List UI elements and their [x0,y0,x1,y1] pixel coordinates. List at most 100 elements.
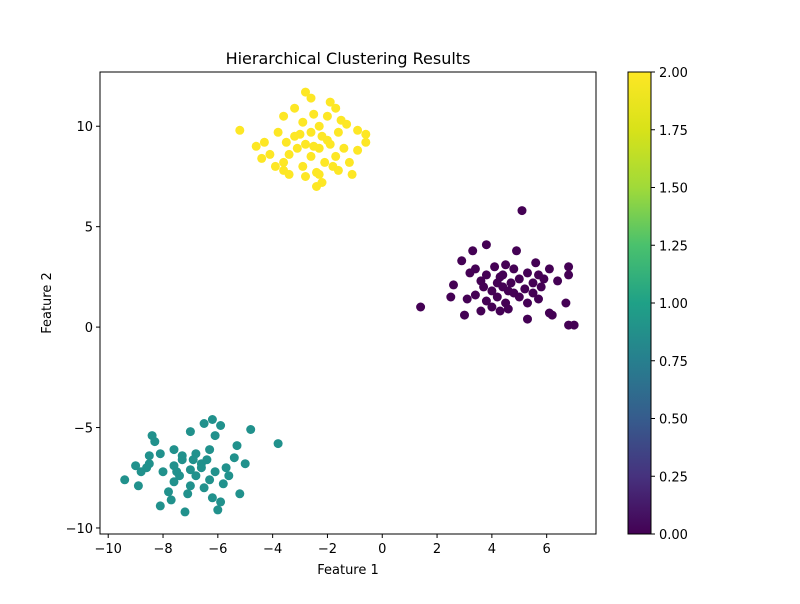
scatter-point-cluster-2 [361,137,371,147]
x-axis-ticks: −10 −8 −6 −4 −2 0 2 4 6 [95,534,551,557]
scatter-point-cluster-2 [320,157,330,167]
scatter-point-cluster-2 [301,87,310,97]
scatter-point-cluster-2 [325,97,335,107]
scatter-point-cluster-2 [279,157,289,167]
scatter-point-cluster-2 [322,135,332,145]
scatter-point-cluster-1 [216,497,226,507]
scatter-point-cluster-2 [333,127,343,137]
scatter-point-cluster-0 [531,258,541,268]
scatter-point-cluster-2 [342,119,352,129]
scatter-point-cluster-1 [229,453,239,463]
y-tick-label: −10 [66,522,93,537]
scatter-point-cluster-0 [569,320,579,330]
scatter-point-cluster-2 [273,127,283,137]
scatter-point-cluster-1 [210,467,220,477]
scatter-point-cluster-2 [306,151,316,161]
scatter-point-cluster-1 [218,479,228,489]
scatter-point-cluster-0 [523,298,532,308]
scatter-point-cluster-0 [523,268,532,278]
scatter-point-cluster-1 [213,505,223,515]
scatter-point-cluster-2 [309,141,319,151]
scatter-point-cluster-0 [564,270,574,280]
scatter-point-cluster-1 [191,471,201,481]
scatter-point-cluster-2 [322,111,332,121]
scatter-point-cluster-0 [501,260,511,270]
scatter-point-cluster-1 [120,475,130,485]
colorbar-tick-label: 1.00 [659,297,688,312]
colorbar-tick-label: 2.00 [659,66,688,81]
colorbar-tick-label: 0.25 [659,470,688,485]
scatter-point-cluster-2 [290,103,300,113]
scatter-point-cluster-0 [476,306,486,316]
scatter-point-cluster-1 [180,507,190,517]
scatter-point-cluster-1 [169,445,179,455]
scatter-point-cluster-2 [257,153,267,163]
colorbar-tick-label: 0.50 [659,413,688,428]
scatter-point-cluster-2 [298,161,308,171]
scatter-point-cluster-1 [172,467,182,477]
scatter-point-cluster-1 [188,455,198,465]
scatter-point-cluster-0 [561,298,571,308]
scatter-point-cluster-0 [479,282,489,292]
scatter-point-cluster-0 [495,306,505,316]
scatter-point-cluster-1 [155,449,165,459]
x-tick-label: −6 [208,542,227,557]
scatter-point-cluster-0 [553,276,563,286]
colorbar-tick-label: 1.50 [659,182,688,197]
scatter-point-cluster-0 [509,264,519,274]
scatter-point-cluster-0 [457,256,467,266]
scatter-point-cluster-0 [481,296,491,306]
scatter-point-cluster-1 [232,441,242,451]
scatter-point-cluster-1 [205,445,215,455]
scatter-point-cluster-0 [481,270,491,280]
scatter-point-cluster-0 [503,286,513,296]
scatter-point-cluster-1 [207,415,217,424]
scatter-point-cluster-1 [240,459,250,469]
colorbar-tick-label: 0.75 [659,355,688,370]
scatter-point-cluster-2 [284,169,294,179]
scatter-point-cluster-0 [564,262,574,272]
scatter-point-cluster-0 [487,286,497,296]
scatter-point-cluster-2 [306,127,316,137]
scatter-point-cluster-1 [185,427,195,437]
scatter-point-cluster-0 [490,262,500,272]
data-points [120,87,579,517]
scatter-point-cluster-1 [199,483,209,493]
scatter-point-cluster-2 [235,125,245,135]
scatter-point-cluster-2 [333,165,343,175]
scatter-point-cluster-1 [131,461,141,471]
y-tick-label: −5 [74,422,93,437]
x-tick-label: 6 [543,542,551,557]
scatter-point-cluster-2 [298,117,308,127]
scatter-point-cluster-1 [185,465,195,475]
scatter-point-cluster-0 [544,264,554,274]
scatter-point-cluster-2 [251,141,261,151]
scatter-point-cluster-2 [331,151,341,161]
scatter-point-cluster-0 [514,292,524,302]
scatter-point-cluster-2 [295,129,305,139]
y-axis-label: Feature 2 [40,272,55,334]
scatter-point-cluster-0 [512,246,521,256]
scatter-point-cluster-2 [259,137,269,147]
colorbar-ticks: 0.00 0.25 0.50 0.75 1.00 1.25 1.50 1.75 2.00 [651,66,688,543]
colorbar-tick-label: 1.25 [659,239,688,254]
x-tick-label: −8 [153,542,172,557]
scatter-point-cluster-1 [273,439,283,449]
x-tick-label: −2 [318,542,337,557]
scatter-point-cluster-0 [517,206,527,216]
scatter-point-cluster-0 [468,246,478,256]
scatter-point-cluster-0 [528,278,538,288]
scatter-point-cluster-0 [520,284,530,294]
scatter-point-cluster-2 [301,139,310,149]
scatter-point-cluster-1 [216,421,226,430]
scatter-point-cluster-0 [492,292,502,302]
x-tick-label: 0 [378,542,386,557]
scatter-point-cluster-0 [539,274,549,284]
scatter-point-cluster-1 [155,501,165,511]
scatter-point-cluster-2 [270,161,280,171]
x-axis-label: Feature 1 [317,563,379,578]
scatter-point-cluster-1 [202,455,212,465]
scatter-point-cluster-2 [265,149,275,159]
